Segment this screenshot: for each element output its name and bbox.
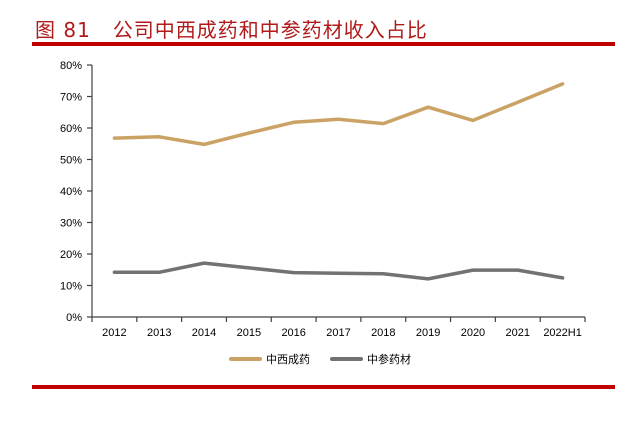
chart-legend: 中西成药 中参药材 [229,351,431,367]
title-divider [32,42,615,46]
series-line-zhongshen-yaocai [112,261,565,281]
legend-label: 中西成药 [266,353,310,366]
x-tick-label: 2016 [281,327,305,339]
legend-swatch-gray [330,357,363,361]
figure-number: 图 81 [35,18,91,42]
x-tick-label: 2020 [461,327,485,339]
series-line-zhongxi-chengyao [112,82,565,147]
x-tick-label: 2019 [416,327,440,339]
chart-axes: 0% 10% 20% 30% 40% 50% 60% 70% 80% 2012 2013 2014 20… [60,60,586,339]
y-tick-label: 60% [60,123,82,135]
x-tick-label: 2018 [371,327,395,339]
x-tick-label: 2021 [506,327,530,339]
y-tick-label: 50% [60,155,82,167]
legend-item-zhongshen-yaocai: 中参药材 [330,351,411,367]
y-tick-label: 80% [60,60,82,72]
bottom-divider [32,385,615,389]
figure-title: 图 81 公司中西成药和中参药材收入占比 [35,14,428,43]
x-tick-label: 2017 [326,327,350,339]
y-tick-label: 30% [60,218,82,230]
legend-item-zhongxi-chengyao: 中西成药 [229,351,310,367]
x-tick-label: 2015 [237,327,261,339]
legend-swatch-gold [229,357,262,361]
y-tick-label: 40% [60,186,82,198]
x-tick-label: 2014 [192,327,216,339]
figure-caption: 公司中西成药和中参药材收入占比 [112,18,428,42]
y-tick-label: 20% [60,249,82,261]
y-tick-label: 70% [60,92,82,104]
legend-label: 中参药材 [367,353,411,366]
x-tick-label: 2012 [102,327,126,339]
x-tick-label: 2022H1 [543,327,582,339]
y-tick-label: 0% [66,312,82,324]
x-tick-label: 2013 [147,327,171,339]
y-tick-label: 10% [60,281,82,293]
chart-series [112,82,565,281]
